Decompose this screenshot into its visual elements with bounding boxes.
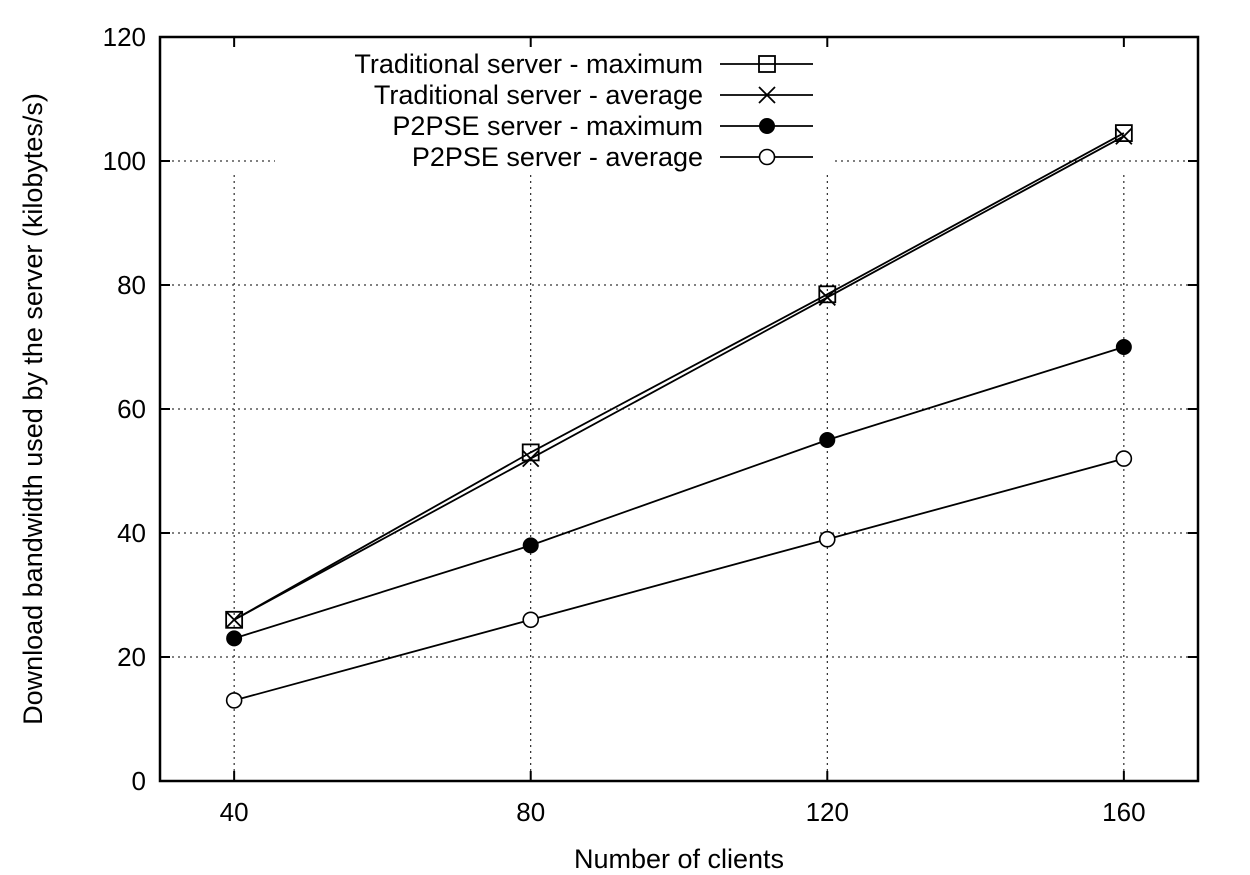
series-4 bbox=[225, 450, 1133, 709]
series-line-1 bbox=[233, 132, 1125, 621]
grid bbox=[160, 160, 1198, 781]
cross-stroke bbox=[522, 449, 540, 468]
y-tick-label: 0 bbox=[132, 766, 146, 796]
data-point bbox=[1115, 127, 1133, 145]
data-point bbox=[818, 530, 836, 548]
legend-entry-4: P2PSE server - average bbox=[412, 142, 813, 172]
legend-label: Traditional server - average bbox=[374, 80, 703, 110]
data-point bbox=[522, 537, 539, 554]
cross-stroke bbox=[225, 611, 243, 629]
y-tick-label: 120 bbox=[103, 22, 146, 52]
x-tick-label: 160 bbox=[1102, 797, 1145, 827]
data-point bbox=[819, 432, 836, 448]
data-point bbox=[1115, 450, 1133, 467]
series-1 bbox=[225, 124, 1133, 629]
x-tick-label: 40 bbox=[220, 797, 249, 827]
data-point bbox=[225, 611, 243, 629]
legend-entry-3: P2PSE server - maximum bbox=[392, 111, 813, 141]
series-2 bbox=[225, 127, 1133, 629]
x-axis-title: Number of clients bbox=[574, 844, 784, 874]
y-tick-label: 20 bbox=[117, 642, 146, 672]
y-tick-label: 60 bbox=[117, 394, 146, 424]
data-point bbox=[226, 630, 243, 647]
legend-marker bbox=[758, 86, 776, 104]
data-point bbox=[818, 285, 837, 304]
y-tick-label: 40 bbox=[117, 518, 146, 548]
legend-entry-1: Traditional server - maximum bbox=[354, 49, 813, 79]
legend-label: P2PSE server - average bbox=[412, 142, 703, 172]
plot-frame bbox=[158, 35, 1200, 783]
data-point bbox=[1114, 124, 1133, 142]
data-point bbox=[225, 692, 243, 709]
legend-marker bbox=[758, 148, 776, 166]
y-axis-title: Download bandwidth used by the server (k… bbox=[18, 93, 48, 725]
data-point bbox=[1115, 339, 1132, 355]
axis-ticks: 40 80 120 160 0 20 40 60 80 100 120 bbox=[103, 22, 1198, 827]
y-tick-label: 100 bbox=[103, 146, 146, 176]
cross-stroke bbox=[818, 288, 836, 307]
data-point bbox=[522, 449, 540, 468]
data-point bbox=[521, 443, 540, 462]
legend-entry-2: Traditional server - average bbox=[374, 80, 813, 110]
data-point bbox=[818, 288, 836, 307]
legend-label: Traditional server - maximum bbox=[354, 49, 703, 79]
data-point bbox=[522, 611, 540, 629]
series-group bbox=[225, 124, 1133, 709]
cross-stroke bbox=[758, 86, 776, 104]
data-point bbox=[225, 610, 244, 629]
x-tick-label: 80 bbox=[516, 797, 545, 827]
cross-stroke bbox=[1115, 127, 1133, 145]
series-3 bbox=[226, 339, 1132, 647]
series-line-2 bbox=[233, 135, 1125, 621]
legend-marker bbox=[758, 55, 776, 73]
x-tick-label: 120 bbox=[806, 797, 849, 827]
series-line-4 bbox=[233, 457, 1125, 702]
series-line-3 bbox=[233, 346, 1125, 640]
legend-marker bbox=[759, 118, 775, 134]
legend: Traditional server - maximumTraditional … bbox=[354, 49, 813, 172]
legend-label: P2PSE server - maximum bbox=[392, 111, 703, 141]
y-tick-label: 80 bbox=[117, 270, 146, 300]
